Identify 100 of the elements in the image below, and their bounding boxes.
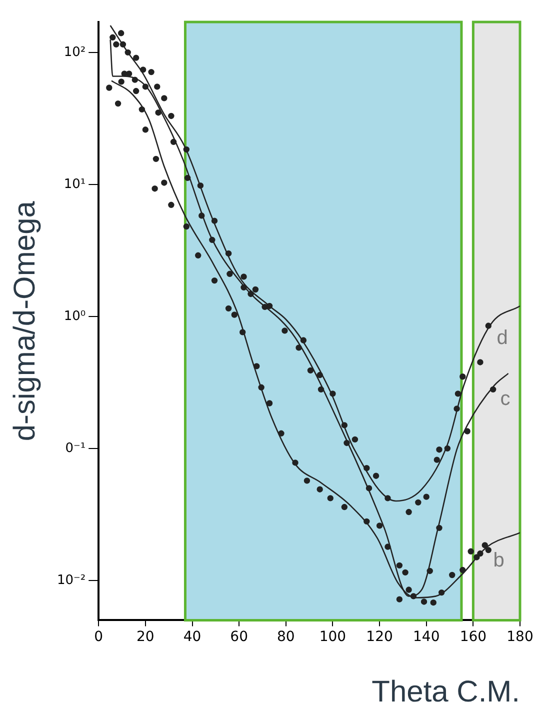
point (434, 456, 440, 463)
x-tick-label: 140 (412, 629, 440, 646)
point (118, 30, 124, 36)
point (384, 495, 391, 502)
point (278, 430, 284, 437)
point (248, 290, 254, 298)
point (132, 76, 138, 83)
point (410, 593, 417, 600)
point (152, 156, 160, 162)
point (341, 422, 348, 428)
y-tick-label: 10⁰ (64, 308, 86, 324)
point (225, 250, 232, 257)
point (252, 286, 259, 293)
point (225, 305, 232, 312)
point (364, 464, 370, 472)
point (118, 78, 124, 85)
point (460, 566, 466, 574)
point (282, 328, 288, 334)
point (195, 252, 202, 258)
point (406, 586, 412, 593)
point (460, 374, 466, 380)
point (142, 126, 149, 133)
point (420, 598, 428, 605)
point (402, 569, 408, 576)
series-label: d (496, 326, 508, 349)
point (240, 274, 247, 280)
x-tick-label: 100 (319, 629, 346, 646)
point (170, 138, 177, 145)
point (468, 548, 474, 555)
point (240, 284, 247, 290)
point (106, 84, 112, 91)
point (110, 34, 116, 40)
x-axis-title: Theta C.M. (372, 675, 520, 708)
point (330, 390, 336, 397)
point (296, 344, 302, 351)
point (140, 66, 146, 73)
point (161, 95, 168, 102)
point (426, 568, 433, 574)
y-tick-label: 10⁻² (56, 572, 86, 588)
point (436, 446, 442, 453)
point (482, 542, 488, 548)
point (161, 180, 168, 186)
point (396, 596, 403, 602)
point (396, 562, 403, 569)
x-tick-label: 120 (366, 629, 393, 646)
point (183, 223, 190, 230)
point (423, 494, 430, 500)
point (239, 329, 246, 336)
y-tick-label: 10² (64, 44, 86, 60)
point (352, 436, 358, 443)
point (444, 445, 451, 452)
x-tick-label: 20 (136, 629, 154, 646)
point (430, 599, 436, 606)
point (406, 508, 412, 516)
point (132, 88, 140, 94)
point (485, 322, 492, 329)
x-tick-label: 160 (460, 629, 487, 646)
point (454, 406, 460, 412)
point (211, 277, 218, 284)
point (376, 522, 383, 529)
point (318, 386, 324, 393)
series-label: c (500, 388, 510, 410)
point (464, 428, 470, 434)
point (183, 146, 190, 153)
point (120, 41, 126, 48)
point (316, 486, 323, 492)
point (304, 478, 310, 484)
point (124, 49, 131, 56)
point (126, 70, 132, 77)
series-label: b (493, 549, 504, 572)
point (142, 84, 149, 90)
point (341, 504, 348, 510)
point (152, 185, 158, 192)
x-tick-label: 40 (183, 629, 202, 646)
point (327, 495, 334, 502)
point (138, 106, 146, 113)
point (449, 572, 456, 578)
y-tick-label: 0⁻¹ (65, 440, 86, 456)
point (316, 372, 323, 378)
y-axis-title: d-sigma/d-Omega (8, 200, 42, 442)
point (254, 363, 260, 370)
x-tick-label: 80 (276, 629, 295, 646)
x-tick-label: 0 (94, 629, 104, 646)
point (114, 100, 122, 107)
point (438, 589, 445, 596)
point (307, 367, 314, 374)
point (474, 554, 480, 560)
point (231, 312, 238, 318)
point (168, 202, 174, 208)
point (366, 485, 372, 492)
point (168, 112, 174, 120)
point (372, 472, 380, 479)
point (490, 386, 496, 393)
point (436, 524, 442, 532)
point (198, 212, 205, 219)
point (415, 499, 422, 506)
point (184, 174, 191, 182)
point (154, 84, 160, 90)
point (384, 544, 391, 550)
point (211, 218, 218, 224)
